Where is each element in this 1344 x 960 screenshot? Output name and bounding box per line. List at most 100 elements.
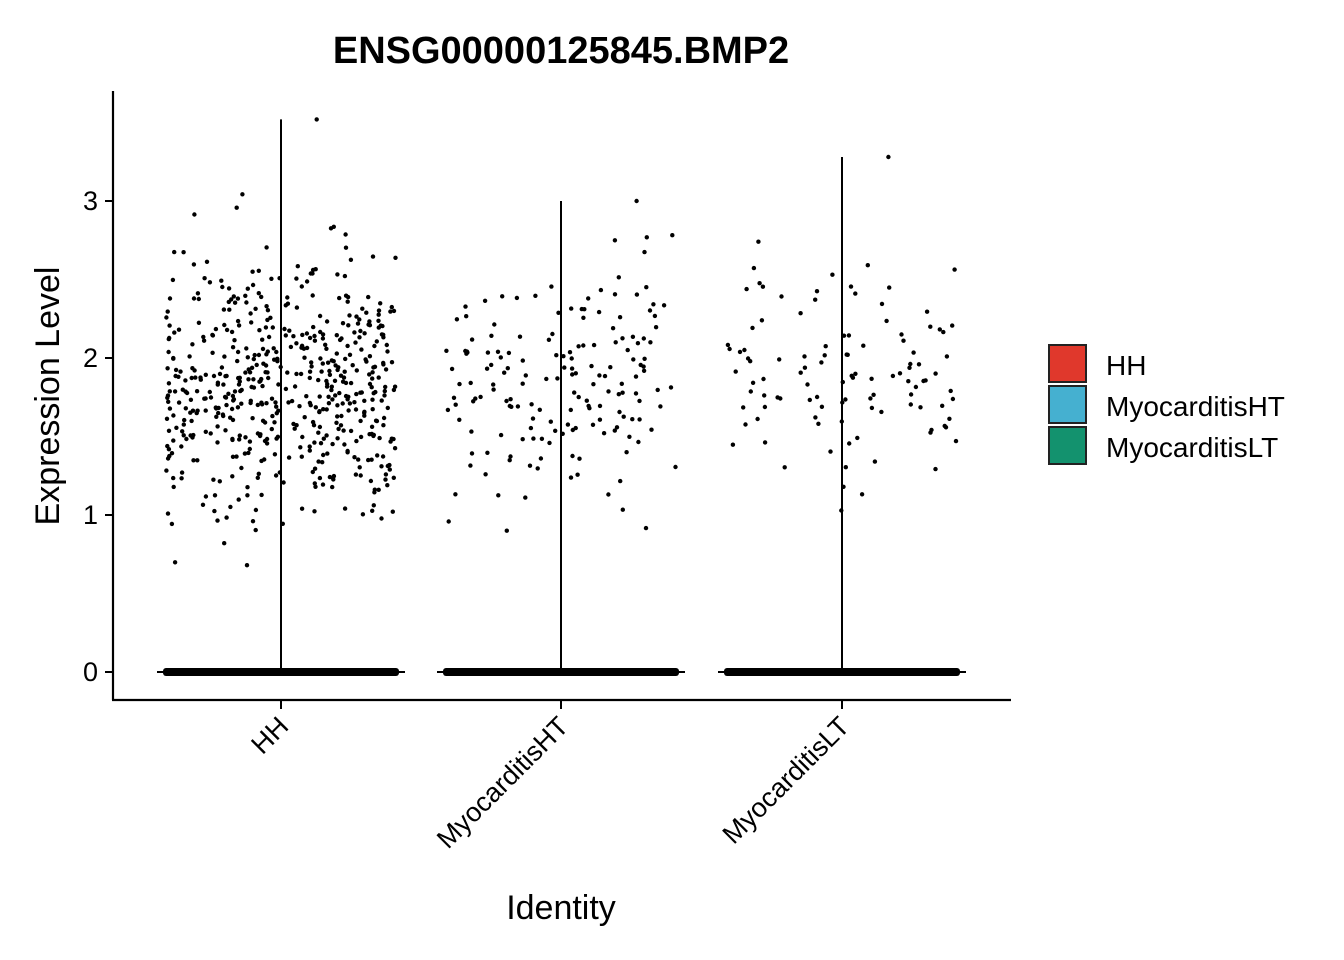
data-point [614,425,620,430]
data-point [264,245,269,250]
data-point [567,350,573,355]
data-point [454,317,460,322]
data-point [368,478,374,484]
data-point [362,331,367,336]
data-point [201,338,207,343]
data-point [340,379,346,384]
data-point [570,453,575,459]
data-point [211,373,217,379]
data-point [333,393,338,398]
data-point [300,434,305,440]
data-point [246,450,251,456]
data-point [292,426,297,431]
data-point [371,365,376,370]
data-point [277,276,282,281]
data-point [203,408,208,413]
data-point [553,428,558,433]
data-point [370,397,375,402]
data-point [230,454,236,459]
data-point [381,360,386,366]
data-point [312,333,317,339]
data-point [281,480,286,485]
data-point [251,377,256,382]
data-point [546,337,552,342]
data-point [362,409,367,414]
data-point [216,405,221,411]
data-point [620,507,625,512]
data-point [300,332,305,338]
data-point [814,289,820,294]
data-point [830,272,835,277]
data-point [918,405,923,410]
data-point [537,407,542,412]
data-point [289,398,295,404]
data-point [353,407,359,412]
data-point [235,358,240,364]
data-point [256,471,261,476]
data-point [586,296,591,301]
data-point [343,232,348,237]
data-point [166,399,171,404]
data-point [388,439,393,444]
data-point [744,286,749,292]
data-point [369,457,374,462]
data-point [342,442,347,447]
data-point [366,294,371,300]
data-point [178,369,183,374]
data-point [638,362,643,368]
data-point [762,404,768,410]
data-point [953,438,959,444]
data-point [312,481,317,486]
data-point [188,410,193,415]
data-point [226,391,231,396]
data-point [307,369,313,374]
data-point [166,349,171,355]
data-point [334,333,339,338]
data-point [299,454,304,459]
data-point [354,368,359,373]
data-point [642,249,647,255]
data-point [469,429,474,434]
data-point [357,335,362,340]
data-point [381,423,386,428]
data-point [779,294,784,299]
x-axis-title: Identity [506,889,616,927]
data-point [254,362,259,368]
x-axis-ticks: HH MyocarditisHT MyocarditisLT [245,700,855,854]
data-point [782,465,787,470]
data-point [819,404,825,409]
data-point [230,436,235,442]
plot-area [157,117,966,676]
data-point [514,295,520,301]
data-point [230,417,236,423]
data-point [191,262,197,267]
legend-swatch [1048,426,1087,465]
data-point [266,334,272,340]
data-point [619,381,624,386]
data-point [649,427,654,432]
data-point [203,396,208,401]
data-point [265,349,270,354]
data-point [389,360,395,365]
data-point [616,392,621,397]
data-point [370,370,375,375]
data-point [390,509,395,514]
data-point [230,474,235,479]
data-point [167,296,173,301]
data-point [269,276,274,281]
data-point [318,441,324,446]
data-point [498,355,503,360]
data-point [641,336,646,341]
data-point [884,318,889,324]
data-point [377,435,382,441]
data-point [872,459,878,464]
data-point [750,325,755,331]
data-point [670,233,675,238]
data-point [167,323,172,328]
data-point [237,379,242,384]
data-point [948,388,953,394]
data-point [375,453,380,458]
data-point [196,296,201,302]
data-point [207,389,212,395]
data-point [376,318,381,323]
